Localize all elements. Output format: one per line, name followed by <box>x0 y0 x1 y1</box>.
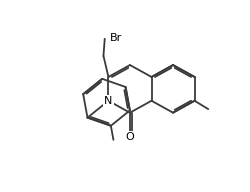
Text: Br: Br <box>110 33 122 43</box>
Text: N: N <box>104 96 113 106</box>
Text: O: O <box>126 132 134 142</box>
